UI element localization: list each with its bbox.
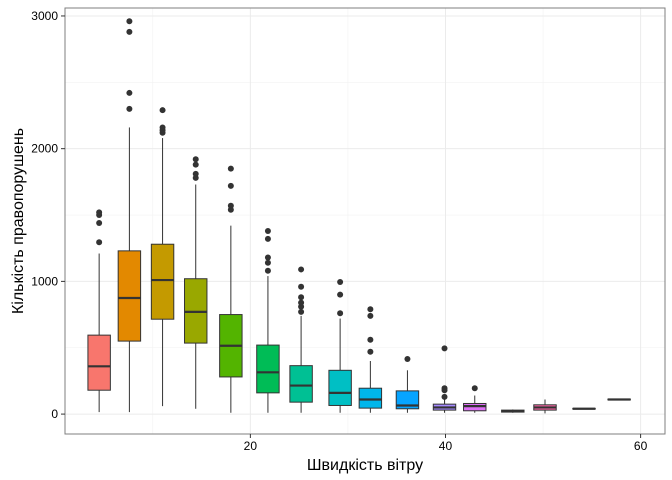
outlier-point [441, 385, 448, 392]
box-group-6 [289, 266, 313, 413]
box-group-2 [150, 107, 175, 407]
outlier-point [126, 105, 133, 112]
outlier-point [264, 227, 271, 234]
x-axis-title: Швидкість вітру [307, 457, 423, 474]
outlier-point [126, 28, 133, 35]
box-iqr [328, 369, 352, 406]
y-tick-label: 1000 [31, 274, 58, 288]
outlier-point [192, 156, 199, 163]
outlier-point [264, 267, 271, 274]
y-axis-title: Кількість правопорушень [10, 128, 27, 314]
outlier-point [159, 124, 166, 131]
box-iqr [358, 387, 383, 409]
box-group-12 [501, 409, 525, 413]
outlier-point [367, 348, 374, 355]
box-group-7 [328, 279, 352, 413]
x-tick-label: 40 [439, 439, 453, 453]
boxes-layer [87, 18, 631, 414]
x-tick-label: 60 [634, 439, 648, 453]
outlier-point [264, 235, 271, 242]
box-iqr [395, 390, 420, 410]
box-group-14 [572, 407, 596, 410]
outlier-point [298, 299, 305, 306]
plot-border [64, 7, 666, 435]
outlier-point [192, 161, 199, 168]
outlier-point [441, 345, 448, 352]
box-group-3 [184, 156, 208, 409]
outlier-point [192, 170, 199, 177]
outlier-point [337, 279, 344, 286]
plot-background [65, 8, 665, 434]
box-group-9 [395, 356, 420, 413]
y-tick-label: 2000 [31, 142, 58, 156]
box-iqr [87, 334, 111, 391]
outlier-point [96, 239, 103, 246]
box-group-10 [432, 345, 457, 413]
y-axis-ticks: 0 1000 2000 3000 [31, 9, 65, 421]
outlier-point [126, 89, 133, 96]
x-axis-ticks: 20 40 60 [244, 434, 648, 453]
box-group-4 [219, 165, 243, 413]
box-iqr [150, 243, 175, 320]
box-group-11 [463, 385, 487, 413]
box-group-13 [533, 399, 557, 414]
outlier-point [404, 356, 411, 363]
box-group-15 [607, 398, 631, 401]
outlier-point [227, 165, 234, 172]
box-group-8 [358, 306, 383, 413]
outlier-point [159, 107, 166, 114]
outlier-point [337, 291, 344, 298]
outlier-point [227, 182, 234, 189]
outlier-point [227, 202, 234, 209]
y-tick-label: 0 [51, 407, 58, 421]
outlier-point [264, 254, 271, 261]
outlier-point [441, 393, 448, 400]
box-iqr [117, 250, 142, 342]
outlier-point [367, 306, 374, 313]
box-iqr [289, 365, 313, 403]
outlier-point [264, 259, 271, 266]
outlier-point [298, 266, 305, 273]
x-tick-label: 20 [244, 439, 258, 453]
box-group-0 [87, 209, 111, 413]
outlier-point [96, 219, 103, 226]
outlier-point [298, 308, 305, 315]
outlier-point [96, 209, 103, 216]
outlier-point [298, 294, 305, 301]
box-group-1 [117, 18, 142, 413]
outlier-point [126, 18, 133, 25]
y-tick-label: 3000 [31, 9, 58, 23]
outlier-point [367, 336, 374, 343]
box-iqr [256, 344, 280, 394]
outlier-point [367, 312, 374, 319]
outlier-point [337, 310, 344, 317]
outlier-point [471, 385, 478, 392]
outlier-point [298, 283, 305, 290]
box-group-5 [256, 227, 280, 413]
